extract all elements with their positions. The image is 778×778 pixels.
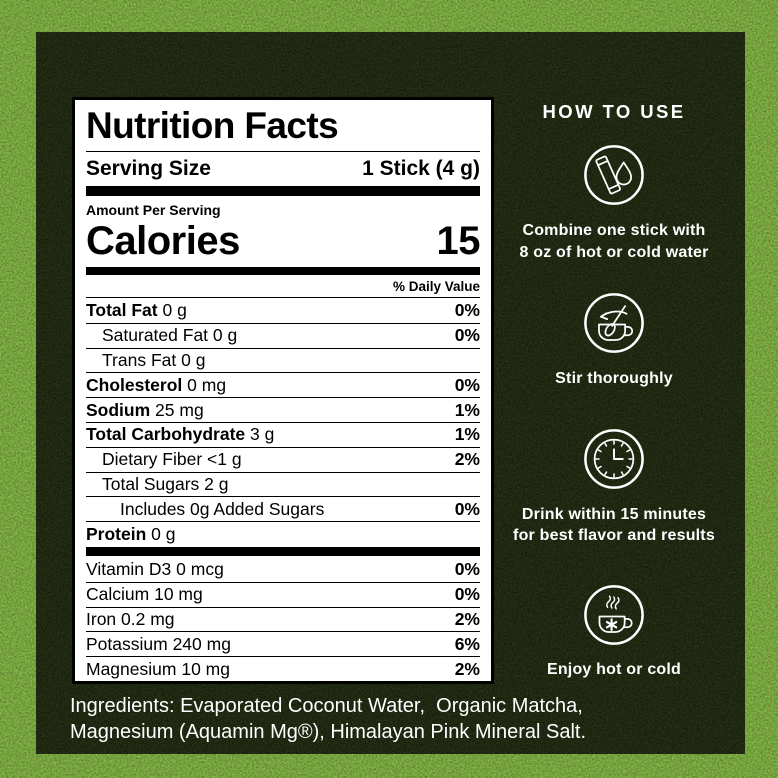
nutrient-name: Potassium	[86, 633, 168, 654]
nutrient-row: Iron 0.2 mg 2%	[86, 606, 480, 632]
stick-and-water-drop-icon	[583, 144, 645, 206]
ingredients-text: Ingredients: Evaporated Coconut Water, O…	[70, 695, 587, 743]
nutrient-daily-value: 1%	[454, 399, 480, 420]
nutrient-row: Total Carbohydrate 3 g 1%	[86, 421, 480, 447]
nutrient-name: Saturated Fat	[102, 325, 209, 346]
nutrient-row: Trans Fat 0 g	[86, 347, 480, 373]
nutrient-name: Total Sugars	[102, 473, 200, 494]
nutrient-row: Magnesium 10 mg 2%	[86, 656, 480, 681]
nutrient-row: Cholesterol 0 mg 0%	[86, 372, 480, 397]
nutrient-name: Total Fat	[86, 299, 158, 320]
thick-divider	[86, 267, 480, 275]
nutrient-name: Magnesium	[86, 658, 177, 679]
nutrient-amount: 10 mg	[154, 584, 203, 605]
nutrient-name: Protein	[86, 523, 147, 544]
nutrient-row: Calcium 10 mg 0%	[86, 581, 480, 607]
nutrient-daily-value: 0%	[454, 374, 480, 395]
calories-label: Calories	[86, 219, 240, 263]
step-text: Enjoy hot or cold	[546, 660, 682, 678]
nutrient-daily-value: 0%	[454, 299, 480, 320]
nutrient-name: Total Carbohydrate	[86, 424, 246, 445]
nutrient-daily-value: 0%	[454, 498, 480, 519]
nutrient-amount: 0 g	[181, 349, 206, 370]
daily-value-header: % Daily Value	[86, 275, 480, 298]
how-to-use-step: Drink within 15 minutes for best flavor …	[513, 428, 715, 547]
nutrient-amount: <1 g	[207, 449, 242, 470]
nutrient-daily-value: 2%	[454, 449, 480, 470]
nutrition-facts-title: Nutrition Facts	[86, 103, 480, 152]
step-text: Drink within 15 minutes for best flavor …	[513, 505, 715, 545]
nutrient-amount: 0 mcg	[176, 558, 224, 579]
how-to-use-step: Stir thoroughly	[555, 292, 673, 390]
serving-size-value: 1 Stick (4 g)	[362, 157, 480, 180]
nutrient-daily-value: 0%	[454, 325, 480, 346]
nutrient-name: Sodium	[86, 399, 151, 420]
nutrient-row: Potassium 240 mg 6%	[86, 631, 480, 656]
nutrient-name: Iron	[86, 608, 117, 629]
nutrient-daily-value: 2%	[454, 658, 480, 679]
nutrient-daily-value: 6%	[454, 633, 480, 654]
nutrient-amount: 240 mg	[172, 633, 231, 654]
nutrient-amount: 0 mg	[187, 374, 227, 395]
nutrient-amount: 3 g	[250, 424, 275, 445]
vitamin-table: Vitamin D3 0 mcg 0% Calcium 10 mg 0% Iron …	[86, 557, 480, 681]
nutrient-row: Total Sugars 2 g	[86, 471, 480, 497]
nutrient-row: Total Fat 0 g 0%	[86, 298, 480, 323]
nutrient-daily-value: 1%	[454, 424, 480, 445]
nutrient-amount: 0.2 mg	[121, 608, 175, 629]
step-text: Combine one stick with 8 oz of hot or co…	[519, 222, 709, 261]
nutrient-row: Includes 0g Added Sugars 0%	[86, 496, 480, 521]
nutrient-daily-value: 0%	[454, 558, 480, 579]
nutrient-daily-value: 2%	[454, 608, 480, 629]
clock-icon	[583, 428, 645, 490]
calories-row: Calories 15	[86, 219, 480, 267]
nutrient-name: Calcium	[86, 584, 150, 605]
how-to-use-title: HOW TO USE	[542, 101, 686, 122]
how-to-use-step: Enjoy hot or cold	[547, 584, 681, 681]
calories-value: 15	[436, 219, 481, 263]
nutrient-name: Dietary Fiber	[102, 449, 203, 470]
nutrient-row: Dietary Fiber <1 g 2%	[86, 446, 480, 472]
nutrient-amount: 10 mg	[181, 658, 230, 679]
hot-cold-cup-icon	[583, 584, 645, 646]
serving-size-label: Serving Size	[86, 157, 211, 180]
nutrient-amount: 2 g	[204, 473, 229, 494]
nutrient-name: Trans Fat	[102, 349, 177, 370]
stir-cup-spoon-icon	[583, 292, 645, 354]
how-to-use-step: Combine one stick with 8 oz of hot or co…	[519, 144, 708, 263]
nutrition-facts-label: Nutrition Facts Serving Size 1 Stick (4 …	[72, 97, 494, 684]
nutrient-row: Sodium 25 mg 1%	[86, 397, 480, 422]
serving-size-row: Serving Size 1 Stick (4 g)	[86, 152, 480, 186]
step-text: Stir thoroughly	[555, 370, 673, 387]
nutrient-daily-value: 0%	[454, 584, 480, 605]
nutrient-row: Vitamin D3 0 mcg 0%	[86, 557, 480, 582]
thick-divider	[86, 546, 480, 556]
nutrient-row: Saturated Fat 0 g 0%	[86, 322, 480, 348]
nutrient-name: Vitamin D3	[86, 558, 172, 579]
nutrient-row: Protein 0 g	[86, 521, 480, 546]
thick-divider	[86, 186, 480, 196]
nutrient-name: Includes 0g Added Sugars	[120, 498, 325, 519]
amount-per-serving-label: Amount Per Serving	[86, 202, 221, 218]
nutrient-amount: 0 g	[162, 299, 187, 320]
how-to-use-section: HOW TO USE Combine one stick with 8 oz o…	[507, 101, 721, 680]
nutrient-amount: 0 g	[212, 325, 238, 346]
nutrient-amount: 25 mg	[155, 399, 204, 420]
nutrient-table: Total Fat 0 g 0% Saturated Fat 0 g 0% Tran…	[86, 298, 480, 546]
nutrient-amount: 0 g	[151, 523, 176, 544]
nutrient-name: Cholesterol	[86, 374, 183, 395]
